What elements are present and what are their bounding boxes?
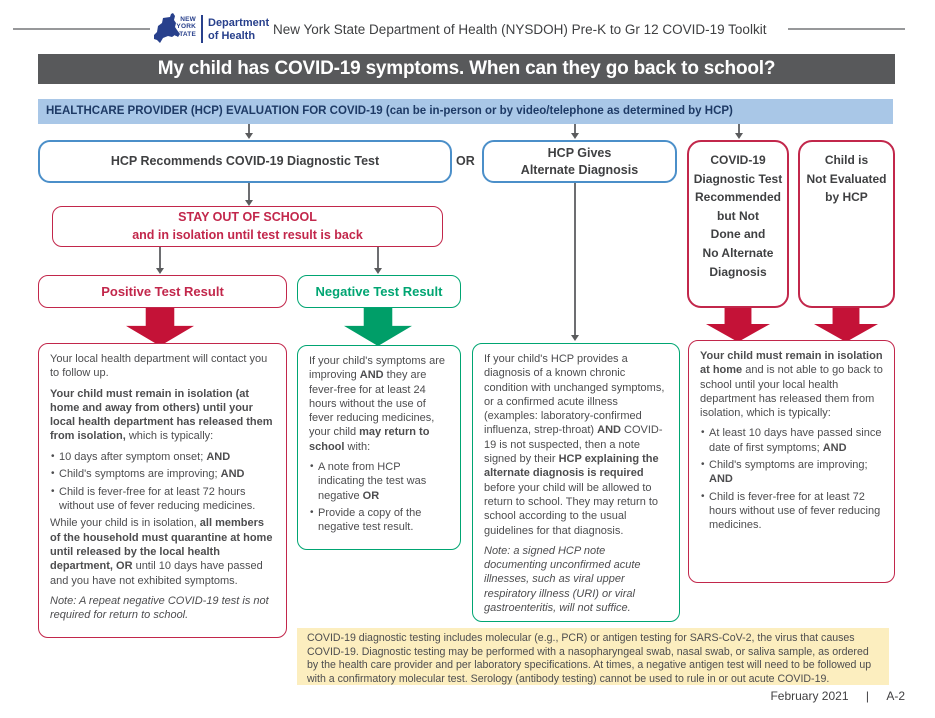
stay-out-line1: STAY OUT OF SCHOOL xyxy=(178,210,317,224)
footer-separator: | xyxy=(865,689,869,703)
stay-out-box: STAY OUT OF SCHOOL and in isolation unti… xyxy=(52,206,443,247)
content-box-positive: Your local health department will contac… xyxy=(38,343,287,638)
or-label: OR xyxy=(456,154,475,168)
arrow-stayout-to-negative xyxy=(373,247,383,274)
block-arrow-notevaluated xyxy=(814,308,878,342)
question-banner: My child has COVID-19 symptoms. When can… xyxy=(38,54,895,84)
content-box-negative: If your child's symptoms are improving A… xyxy=(297,345,461,550)
footer-date: February 2021 xyxy=(770,689,849,703)
header-rule-left xyxy=(13,28,150,30)
header-rule-right xyxy=(788,28,905,30)
arrow-banner-to-notdone xyxy=(734,124,744,139)
arrow-banner-to-test xyxy=(244,124,254,139)
arrow-alt-to-content xyxy=(570,183,580,341)
stay-out-line2: and in isolation until test result is ba… xyxy=(132,227,363,242)
content-box-isolation: Your child must remain in isolation at h… xyxy=(688,340,895,583)
hcp-evaluation-banner: HEALTHCARE PROVIDER (HCP) EVALUATION FOR… xyxy=(38,99,893,124)
flow-box-test-not-done: COVID-19 Diagnostic Test Recommended but… xyxy=(687,140,789,308)
footer-page-number: A-2 xyxy=(886,689,905,703)
flow-box-not-evaluated: Child is Not Evaluated by HCP xyxy=(798,140,895,308)
block-arrow-notdone xyxy=(706,308,770,342)
logo-divider xyxy=(201,15,203,43)
testing-footnote: COVID-19 diagnostic testing includes mol… xyxy=(297,628,889,685)
logo-dept-label: Department of Health xyxy=(208,17,270,42)
positive-result-box: Positive Test Result xyxy=(38,275,287,308)
flow-box-diagnostic-test: HCP Recommends COVID-19 Diagnostic Test xyxy=(38,140,452,183)
arrow-test-to-stayout xyxy=(244,183,254,206)
arrow-banner-to-alt xyxy=(570,124,580,139)
ny-state-icon xyxy=(154,13,180,43)
page-footer: February 2021 | A-2 xyxy=(770,689,905,703)
block-arrow-positive xyxy=(126,308,194,346)
logo-state-label: NEW YORK STATE xyxy=(174,16,196,38)
page-title: New York State Department of Health (NYS… xyxy=(273,22,767,37)
block-arrow-negative xyxy=(344,308,412,346)
negative-result-box: Negative Test Result xyxy=(297,275,461,308)
flow-box-alternate-diagnosis: HCP Gives Alternate Diagnosis xyxy=(482,140,677,183)
content-box-alternate: If your child's HCP provides a diagnosis… xyxy=(472,343,680,622)
arrow-stayout-to-positive xyxy=(155,247,165,274)
